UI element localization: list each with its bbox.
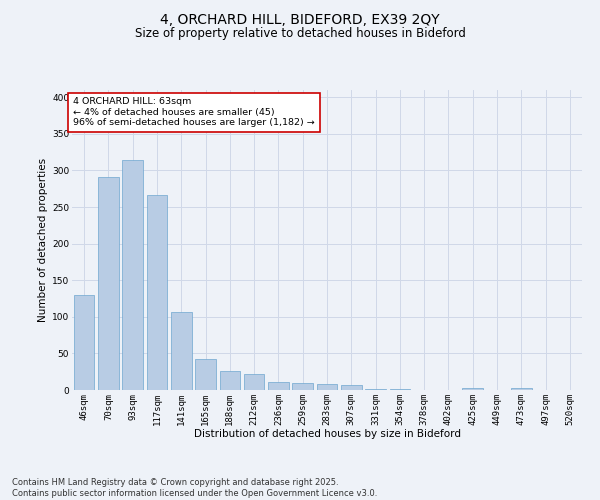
Text: 4 ORCHARD HILL: 63sqm
← 4% of detached houses are smaller (45)
96% of semi-detac: 4 ORCHARD HILL: 63sqm ← 4% of detached h…: [73, 98, 315, 127]
Bar: [98, 177, 119, 390]
Bar: [317, 384, 337, 390]
Bar: [122, 160, 143, 390]
Bar: [195, 358, 216, 390]
Bar: [220, 371, 240, 390]
Text: 4, ORCHARD HILL, BIDEFORD, EX39 2QY: 4, ORCHARD HILL, BIDEFORD, EX39 2QY: [160, 12, 440, 26]
Bar: [365, 388, 386, 390]
Bar: [292, 382, 313, 390]
Text: Contains HM Land Registry data © Crown copyright and database right 2025.
Contai: Contains HM Land Registry data © Crown c…: [12, 478, 377, 498]
Bar: [74, 295, 94, 390]
Bar: [341, 385, 362, 390]
Y-axis label: Number of detached properties: Number of detached properties: [38, 158, 48, 322]
Bar: [171, 312, 191, 390]
X-axis label: Distribution of detached houses by size in Bideford: Distribution of detached houses by size …: [193, 429, 461, 439]
Bar: [244, 374, 265, 390]
Text: Size of property relative to detached houses in Bideford: Size of property relative to detached ho…: [134, 28, 466, 40]
Bar: [511, 388, 532, 390]
Bar: [268, 382, 289, 390]
Bar: [463, 388, 483, 390]
Bar: [146, 194, 167, 390]
